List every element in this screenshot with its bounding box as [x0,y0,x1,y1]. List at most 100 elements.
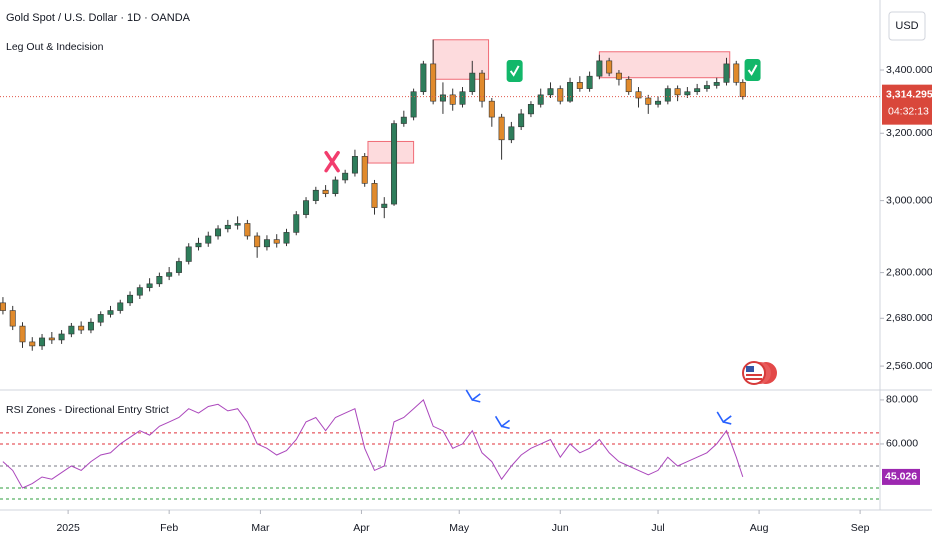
candle-body [557,88,564,102]
x-tick-label: 2025 [56,522,80,534]
candle-body [527,104,534,115]
candle-body [733,63,740,83]
candle-body [508,126,515,141]
candle-body [322,189,329,194]
currency[interactable]: USD [895,20,918,32]
candle-body [205,235,212,244]
countdown: 04:32:13 [888,105,929,117]
candle-body [68,325,75,335]
rsi-line [2,399,744,489]
entry-arrow [494,415,511,430]
candle-body [684,91,691,96]
candle-body [0,302,6,311]
y-tick-label: 3,400.000 [886,64,932,76]
candle-body [293,214,300,233]
x-tick-label: Aug [750,522,769,534]
x-tick-label: Jul [651,522,664,534]
signal-success [506,59,523,82]
candle-body [303,200,310,215]
candle-body [713,82,720,86]
entry-arrow [716,411,732,425]
candle-body [215,228,222,237]
candle-body [273,239,280,244]
candle-body [39,337,46,347]
rsi-title: RSI Zones - Directional Entry Strict [6,404,169,416]
last-price-box [882,84,932,125]
candle-body [391,123,398,205]
y-tick-label: 2,680.000 [886,312,932,324]
x-tick-label: Jun [552,522,569,534]
candle-body [410,91,417,118]
check-mark [509,65,520,77]
rsi-y-tick-label: 80.000 [886,394,918,406]
y-tick-label: 2,800.000 [886,266,932,278]
candle-body [127,294,134,304]
candle-body [107,310,114,315]
rsi-y-tick-label: 60.000 [886,438,918,450]
candle-body [694,88,701,93]
x-tick-label: Sep [851,522,870,534]
x-tick-label: Mar [251,522,270,534]
candle-body [175,261,182,273]
candle-body [674,88,681,96]
candle-body [400,116,407,124]
candle-body [547,88,554,96]
candle-body [739,82,746,97]
candle-body [664,88,671,102]
candle-body [381,203,388,208]
rsi-last-label: 45.026 [885,471,917,483]
candle-body [449,94,456,105]
candle-body [166,272,173,277]
candle-body [635,91,642,99]
candle-body [430,63,437,102]
candle-body [234,223,241,226]
candle-body [87,321,94,331]
candle-body [537,94,544,105]
candle-body [254,235,261,248]
x-tick-label: May [449,522,470,534]
rsi-last-box [882,468,920,485]
fail-cross [324,150,340,173]
candle-body [185,246,192,262]
candle-body [146,283,153,288]
candle-body [312,189,319,201]
candle-body [439,94,446,102]
candle-body [58,333,65,341]
candle-body [567,82,574,102]
candle-body [498,116,505,141]
candle-body [19,325,26,343]
candle-body [244,223,251,237]
check-box [506,59,523,82]
supply-zone [432,39,490,80]
candle-body [48,337,55,341]
candle-body [97,314,104,323]
x-tick-label: Apr [353,522,370,534]
candle-body [576,82,583,89]
signal-success [744,59,761,82]
x-tick-label: Feb [160,522,178,534]
candle-body [645,97,652,105]
candle-body [351,156,358,174]
chart-title: Gold Spot / U.S. Dollar · 1D · OANDA [6,12,191,24]
supply-zone [367,140,415,164]
currency-box[interactable] [888,11,926,41]
candle-body [224,224,231,230]
y-tick-label: 2,560.000 [886,360,932,372]
candle-body [625,78,632,93]
candle-body [703,85,710,89]
entry-arrow [465,389,481,403]
candle-body [615,72,622,80]
candle-body [263,239,270,248]
indicator-name: Leg Out & Indecision [6,41,104,53]
check-box [744,59,761,82]
check-mark [747,64,758,76]
candle-body [342,172,349,181]
last-price-label: 3,314.295 [886,88,932,100]
candle-body [9,310,16,327]
candle-body [479,72,486,102]
candle-body [332,179,339,194]
y-tick-label: 3,200.000 [886,127,932,139]
candle-body [371,183,378,208]
candle-body [361,156,368,184]
